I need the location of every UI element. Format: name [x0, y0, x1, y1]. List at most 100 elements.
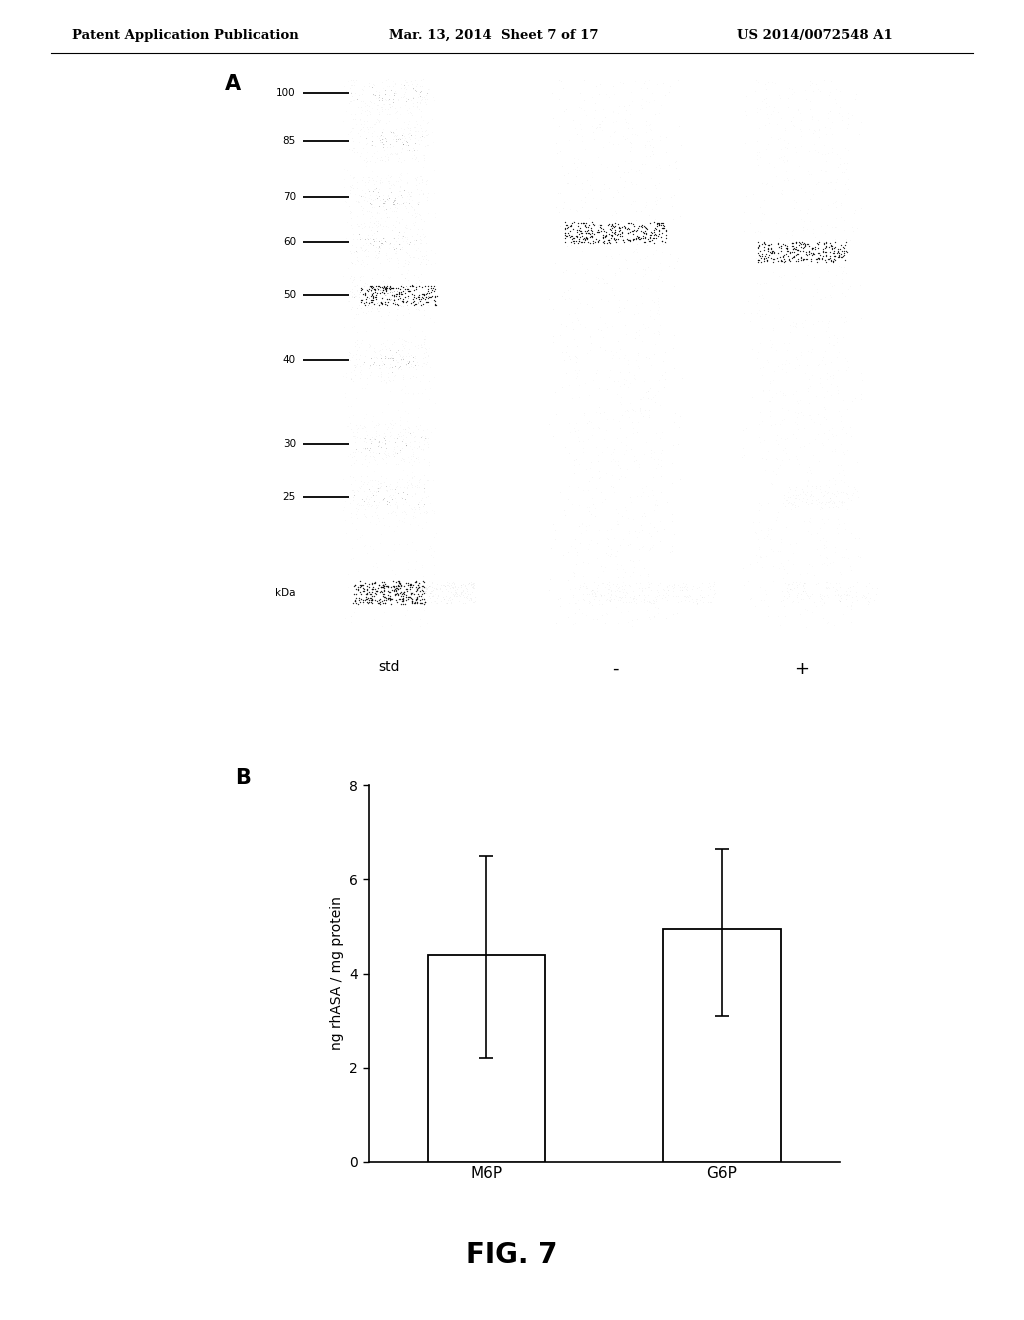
Point	[371, 178, 387, 199]
Point	[785, 236, 802, 257]
Point	[804, 106, 820, 127]
Point	[592, 216, 608, 238]
Point	[383, 281, 399, 302]
Point	[391, 578, 408, 599]
Point	[368, 422, 384, 444]
Point	[381, 247, 397, 268]
Point	[734, 446, 751, 467]
Point	[375, 574, 391, 595]
Point	[646, 591, 663, 612]
Point	[378, 277, 394, 298]
Point	[752, 305, 768, 326]
Point	[745, 511, 762, 532]
Point	[621, 376, 637, 397]
Point	[617, 591, 634, 612]
Point	[415, 157, 431, 178]
Point	[395, 576, 412, 597]
Point	[653, 455, 670, 477]
Point	[388, 131, 404, 152]
Point	[404, 506, 421, 527]
Point	[410, 578, 426, 599]
Point	[752, 432, 768, 453]
Point	[381, 277, 397, 298]
Point	[426, 280, 442, 301]
Point	[561, 288, 578, 309]
Point	[834, 282, 850, 304]
Point	[378, 453, 394, 474]
Point	[338, 227, 354, 248]
Point	[404, 581, 421, 602]
Point	[591, 396, 607, 417]
Point	[412, 609, 428, 630]
Point	[756, 236, 772, 257]
Point	[640, 577, 656, 598]
Point	[610, 371, 627, 392]
Point	[360, 178, 377, 199]
Point	[396, 83, 413, 104]
Point	[573, 131, 590, 152]
Point	[797, 232, 813, 253]
Point	[365, 116, 381, 137]
Point	[365, 539, 381, 560]
Point	[394, 227, 411, 248]
Point	[377, 347, 393, 368]
Point	[626, 219, 642, 240]
Point	[414, 383, 430, 404]
Point	[558, 215, 574, 236]
Point	[412, 589, 428, 610]
Point	[821, 487, 838, 508]
Point	[383, 174, 399, 195]
Point	[845, 220, 861, 242]
Point	[424, 280, 440, 301]
Point	[371, 103, 387, 124]
Point	[343, 418, 359, 440]
Point	[556, 281, 572, 302]
Point	[740, 290, 757, 312]
Point	[679, 579, 695, 601]
Point	[380, 503, 396, 524]
Point	[408, 205, 424, 226]
Point	[808, 173, 824, 194]
Point	[573, 119, 590, 140]
Point	[782, 243, 799, 264]
Point	[754, 246, 770, 267]
Point	[414, 123, 430, 144]
Point	[358, 583, 375, 605]
Point	[768, 429, 784, 450]
Point	[394, 127, 411, 148]
Point	[388, 515, 404, 536]
Point	[385, 88, 401, 110]
Point	[386, 286, 402, 308]
Point	[765, 556, 781, 577]
Point	[572, 218, 589, 239]
Point	[764, 387, 780, 408]
Point	[392, 264, 409, 285]
Point	[420, 280, 436, 301]
Point	[774, 358, 791, 379]
Point	[364, 224, 380, 246]
Point	[394, 447, 411, 469]
Point	[805, 444, 821, 465]
Point	[365, 285, 381, 306]
Point	[366, 405, 382, 426]
Point	[828, 327, 845, 348]
Point	[614, 73, 631, 94]
Point	[762, 329, 778, 350]
Point	[432, 577, 449, 598]
Point	[406, 496, 422, 517]
Point	[364, 347, 380, 368]
Point	[774, 180, 791, 201]
Point	[839, 399, 855, 420]
Point	[439, 593, 456, 614]
Point	[640, 228, 656, 249]
Point	[598, 462, 614, 483]
Point	[457, 593, 473, 614]
Point	[797, 362, 813, 383]
Point	[652, 260, 669, 281]
Point	[641, 577, 657, 598]
Point	[759, 525, 775, 546]
Point	[369, 125, 385, 147]
Point	[823, 374, 840, 395]
Point	[414, 219, 430, 240]
Point	[621, 230, 637, 251]
